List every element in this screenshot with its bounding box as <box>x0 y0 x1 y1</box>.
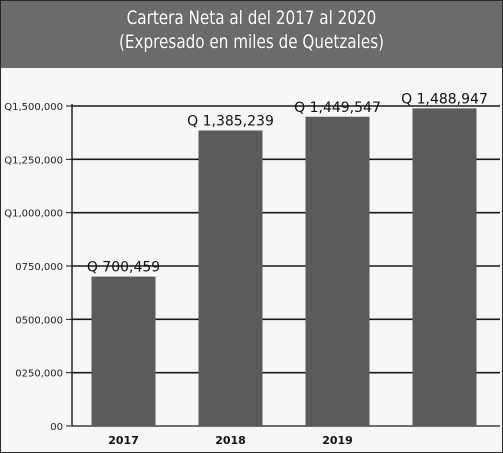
x-tick-label: 2017 <box>108 434 139 447</box>
bar <box>305 116 370 426</box>
y-tick-label: Q1,500,000 <box>4 102 63 113</box>
bar <box>198 130 263 426</box>
data-label: Q 1,488,947 <box>401 91 488 107</box>
chart-title-band: Cartera Neta al del 2017 al 2020 (Expres… <box>1 1 502 68</box>
y-tick-label: Q1,000,000 <box>4 209 63 220</box>
y-tick-label: 00 <box>50 422 63 433</box>
y-tick-label: Q1,250,000 <box>4 155 63 166</box>
chart-subtitle: (Expresado en miles de Quetzales) <box>118 31 385 53</box>
y-tick-label: 0500,000 <box>15 315 63 326</box>
chart-title: Cartera Neta al del 2017 al 2020 <box>126 7 377 29</box>
y-tick-label: 0250,000 <box>15 369 63 380</box>
data-label: Q 700,459 <box>87 260 160 276</box>
bar <box>412 108 477 426</box>
x-tick-label: 2019 <box>322 434 353 447</box>
bar <box>91 276 156 426</box>
data-label: Q 1,385,239 <box>187 113 274 129</box>
data-label: Q 1,449,547 <box>294 100 381 116</box>
x-tick-label: 2018 <box>215 434 246 447</box>
y-tick-label: 0750,000 <box>15 262 63 273</box>
